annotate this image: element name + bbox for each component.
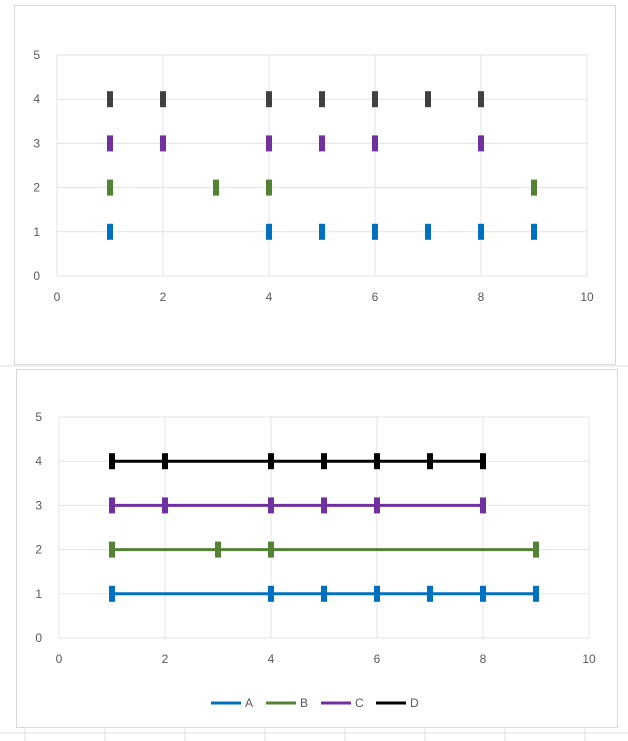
x-tick-label: 4 bbox=[268, 652, 275, 666]
data-point-c bbox=[162, 497, 168, 514]
data-point-b bbox=[215, 541, 221, 558]
y-tick-label: 3 bbox=[35, 498, 42, 512]
data-point-d bbox=[480, 453, 486, 470]
data-point-c bbox=[107, 135, 113, 152]
data-point-c bbox=[109, 497, 115, 514]
legend-label-b: B bbox=[300, 696, 308, 710]
y-tick-label: 0 bbox=[35, 631, 42, 645]
y-tick-label: 4 bbox=[35, 454, 42, 468]
data-point-c bbox=[160, 135, 166, 152]
y-tick-label: 1 bbox=[35, 587, 42, 601]
x-tick-label: 0 bbox=[56, 652, 63, 666]
x-tick-label: 10 bbox=[580, 290, 594, 304]
data-point-d bbox=[425, 91, 431, 108]
legend-label-c: C bbox=[355, 696, 364, 710]
y-tick-label: 0 bbox=[33, 269, 40, 283]
y-tick-label: 5 bbox=[35, 410, 42, 424]
y-tick-label: 5 bbox=[33, 48, 40, 62]
chart-2-line[interactable]: 0 2 4 6 8 10 0 1 2 3 4 5 A B C D bbox=[16, 369, 618, 728]
y-tick-label: 1 bbox=[33, 225, 40, 239]
x-tick-label: 6 bbox=[372, 290, 379, 304]
y-tick-label: 4 bbox=[33, 92, 40, 106]
x-tick-label: 6 bbox=[374, 652, 381, 666]
data-point-d bbox=[162, 453, 168, 470]
data-point-a bbox=[107, 223, 113, 240]
chart-1-svg: 0 2 4 6 8 10 0 1 2 3 4 5 bbox=[33, 48, 594, 304]
chart-1-scatter[interactable]: 0 2 4 6 8 10 0 1 2 3 4 5 bbox=[14, 5, 616, 365]
data-point-b bbox=[107, 179, 113, 196]
x-tick-label: 8 bbox=[480, 652, 487, 666]
data-point-a bbox=[427, 585, 433, 602]
data-point-d bbox=[321, 453, 327, 470]
x-tick-label: 4 bbox=[266, 290, 273, 304]
data-point-c bbox=[321, 497, 327, 514]
legend-label-a: A bbox=[245, 696, 253, 710]
data-point-b bbox=[213, 179, 219, 196]
data-point-c bbox=[374, 497, 380, 514]
data-point-c bbox=[268, 497, 274, 514]
y-tick-label: 2 bbox=[33, 181, 40, 195]
data-point-a bbox=[266, 223, 272, 240]
data-point-a bbox=[319, 223, 325, 240]
x-tick-label: 2 bbox=[162, 652, 169, 666]
data-point-a bbox=[533, 585, 539, 602]
data-point-a bbox=[480, 585, 486, 602]
data-point-d bbox=[268, 453, 274, 470]
x-tick-label: 8 bbox=[478, 290, 485, 304]
data-point-c bbox=[319, 135, 325, 152]
data-point-c bbox=[480, 497, 486, 514]
data-point-b bbox=[531, 179, 537, 196]
data-point-c bbox=[372, 135, 378, 152]
x-tick-label: 2 bbox=[160, 290, 167, 304]
data-point-b bbox=[268, 541, 274, 558]
data-point-d bbox=[427, 453, 433, 470]
data-point-d bbox=[109, 453, 115, 470]
data-point-d bbox=[160, 91, 166, 108]
data-point-d bbox=[478, 91, 484, 108]
data-point-a bbox=[268, 585, 274, 602]
data-point-a bbox=[321, 585, 327, 602]
data-point-c bbox=[478, 135, 484, 152]
data-point-d bbox=[266, 91, 272, 108]
data-point-a bbox=[374, 585, 380, 602]
data-point-b bbox=[533, 541, 539, 558]
data-point-a bbox=[109, 585, 115, 602]
x-tick-label: 10 bbox=[582, 652, 596, 666]
chart-2-svg: 0 2 4 6 8 10 0 1 2 3 4 5 A B C D bbox=[35, 410, 596, 710]
data-point-d bbox=[107, 91, 113, 108]
data-point-a bbox=[425, 223, 431, 240]
data-point-a bbox=[372, 223, 378, 240]
data-point-d bbox=[319, 91, 325, 108]
data-point-d bbox=[374, 453, 380, 470]
legend-label-d: D bbox=[410, 696, 419, 710]
data-point-a bbox=[531, 223, 537, 240]
y-tick-label: 3 bbox=[33, 136, 40, 150]
data-point-b bbox=[266, 179, 272, 196]
y-tick-label: 2 bbox=[35, 543, 42, 557]
data-point-b bbox=[109, 541, 115, 558]
data-point-a bbox=[478, 223, 484, 240]
x-tick-label: 0 bbox=[54, 290, 61, 304]
data-point-d bbox=[372, 91, 378, 108]
data-point-c bbox=[266, 135, 272, 152]
